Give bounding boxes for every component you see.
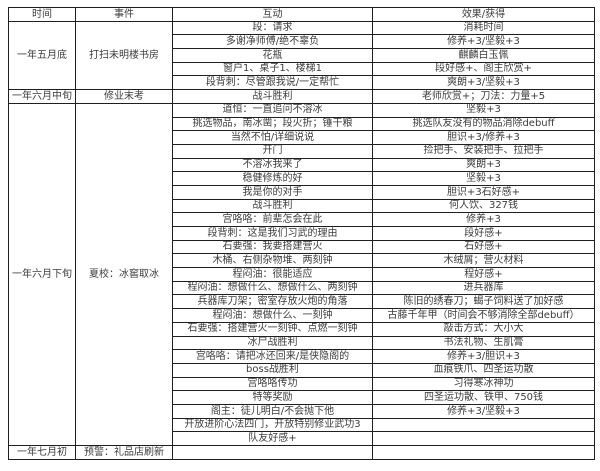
interaction-cell: 石要强：我要搭建营火	[172, 239, 373, 255]
table-row: 兵器库刀架；密室存放火炮的角落 陈旧的绣春刀；蝎子饲料送了加好感	[9, 294, 595, 310]
col-header-time: 时间	[8, 7, 76, 22]
interaction-cell: 挑选物品，南冰凿；段火折；锤干粮	[172, 116, 373, 132]
time-cell: 一年六月中旬	[8, 89, 76, 104]
effect-cell: 麒麟白玉佩	[372, 48, 595, 63]
interaction-cell: 宫咯咯传功	[172, 376, 373, 392]
effect-cell: 木绒屑；营火材料	[372, 253, 595, 269]
interaction-cell: 程闷油：想做什么、想做什么、两刻钟	[172, 280, 373, 296]
effect-cell: 石好感+	[372, 239, 595, 255]
table-body: 一年五月底 打扫未明楼书房 段：请求 消耗时间 多谢净师傅/绝不辜负 修养+3/坚毅+3 花…	[8, 20, 595, 460]
table-row: 稳健修炼的好 坚毅+3	[9, 171, 595, 186]
table-row: 宫咯咯：前辈怎会在此 修养+3	[9, 212, 595, 227]
col-header-interaction: 互动	[172, 7, 373, 22]
effect-cell: 进兵器库	[372, 280, 595, 296]
effect-cell: 修养+3/坚毅+3	[372, 403, 595, 419]
table-row: 多谢净师傅/绝不辜负 修养+3/坚毅+3	[9, 34, 595, 50]
interaction-cell: 段背刺：尽管跟我说/一定帮忙	[172, 75, 373, 91]
interaction-cell: 战斗胜利	[172, 89, 373, 104]
table-row: 石要强：搭建营火一刻钟、点燃一刻钟 敲击方式：大小大	[9, 321, 595, 337]
effect-cell: 书法礼物、生肌膏	[372, 335, 595, 351]
interaction-cell: 花瓶	[172, 48, 373, 63]
interaction-cell: 特等奖励	[172, 390, 373, 405]
effect-cell: 胆识+3/修养+3	[372, 130, 595, 145]
effect-cell: 程好感+	[372, 267, 595, 282]
effect-cell: 段好感+、阁主欣赏+	[372, 61, 595, 77]
effect-cell	[372, 417, 595, 433]
interaction-cell: 开门	[172, 143, 373, 159]
time-cell: 一年七月初	[8, 445, 76, 460]
effect-cell: 陈旧的绣春刀；蝎子饲料送了加好感	[372, 294, 595, 310]
interaction-cell: 冰尸战胜利	[172, 335, 373, 351]
interaction-cell: 木桶、右侧杂物堆、两刻钟	[172, 253, 373, 269]
effect-cell: 坚毅+3	[372, 171, 595, 186]
table-row: 战斗胜利 何人饮、327钱	[9, 198, 595, 214]
time-cell: 一年五月底	[8, 20, 76, 91]
table-row: 花瓶 麒麟白玉佩	[9, 48, 595, 63]
interaction-cell: 稳健修炼的好	[172, 171, 373, 186]
interaction-cell: 宫咯咯：前辈怎会在此	[172, 212, 373, 227]
interaction-cell: 我是你的对手	[172, 184, 373, 200]
header-row: 时间 事件 互动 效果/获得	[8, 7, 595, 22]
effect-cell: 段好感+	[372, 226, 595, 241]
interaction-cell: 当然不怕/详细说说	[172, 130, 373, 145]
effect-cell	[372, 445, 595, 460]
event-cell: 夏校：冰窖取冰	[75, 102, 173, 447]
table-row: 程闷油：想做什么、想做什么、两刻钟 进兵器库	[9, 280, 595, 296]
effect-cell: 挑选队友没有的物品消除debuff	[372, 116, 595, 132]
event-cell: 修业末考	[75, 89, 173, 104]
effect-cell: 老师欣赏+；刀法：力量+5	[372, 89, 595, 104]
table-row: 当然不怕/详细说说 胆识+3/修养+3	[9, 130, 595, 145]
event-cell: 预警：礼品店刷新	[75, 445, 173, 460]
col-header-event: 事件	[75, 7, 173, 22]
table-row: 一年六月下旬 夏校：冰窖取冰 道恒：一直追问不溶冰 坚毅+3	[8, 102, 595, 447]
effect-cell: 胆识+3石好感+	[372, 184, 595, 200]
table-row: 程闷油：想做什么、一刻钟 古藤千年甲（时间会不够消除全部debuff）	[9, 308, 595, 323]
effect-cell: 习得寒冰神功	[372, 376, 595, 392]
interaction-cell: boss战胜利	[172, 362, 373, 378]
interaction-cell: 兵器库刀架；密室存放火炮的角落	[172, 294, 373, 310]
table-row: 段背刺：尽管跟我说/一定帮忙 爽朗+3/坚毅+3	[9, 75, 595, 91]
effect-cell: 修养+3/胆识+3	[372, 349, 595, 364]
interaction-cell: 段背刺：这是我们习武的理由	[172, 226, 373, 241]
interaction-cell: 窗户1、桌子1、楼梯1	[172, 61, 373, 77]
table-row: 一年五月底 打扫未明楼书房 段：请求 消耗时间	[8, 20, 595, 91]
event-cell: 打扫未明楼书房	[75, 20, 173, 91]
interaction-cell: 石要强：搭建营火一刻钟、点燃一刻钟	[172, 321, 373, 337]
col-header-effect: 效果/获得	[372, 7, 595, 22]
effect-cell: 修养+3	[372, 212, 595, 227]
effect-cell: 消耗时间	[372, 20, 595, 36]
interaction-cell: 不溶冰我来了	[172, 157, 373, 173]
table-row: 一年六月中旬 修业末考 战斗胜利 老师欣赏+；刀法：力量+5	[8, 89, 595, 104]
interaction-cell: 开放进阶心法四门，开放特别修业武功3	[172, 417, 373, 433]
interaction-cell: 队友好感+	[172, 431, 373, 446]
effect-cell	[372, 431, 595, 446]
effect-cell: 爽朗+3/坚毅+3	[372, 75, 595, 91]
effect-cell: 古藤千年甲（时间会不够消除全部debuff）	[372, 308, 595, 323]
interaction-cell: 段：请求	[172, 20, 373, 36]
table-row: boss战胜利 血痕铁爪、四圣运功散	[9, 362, 595, 378]
table-row: 挑选物品，南冰凿；段火折；锤干粮 挑选队友没有的物品消除debuff	[9, 116, 595, 132]
interaction-cell: 阁主：徒儿明白/不会抛下他	[172, 403, 373, 419]
effect-cell: 捡把手、安装把手、拉把手	[372, 143, 595, 159]
effect-cell: 爽朗+3	[372, 157, 595, 173]
event-schedule-table: 时间 事件 互动 效果/获得 一年五月底 打扫未明楼书房 段：请求 消耗时间 多谢净师傅…	[8, 7, 595, 460]
interaction-cell: 战斗胜利	[172, 198, 373, 214]
effect-cell: 血痕铁爪、四圣运功散	[372, 362, 595, 378]
interaction-cell: 多谢净师傅/绝不辜负	[172, 34, 373, 50]
table-row: 木桶、右侧杂物堆、两刻钟 木绒屑；营火材料	[9, 253, 595, 269]
interaction-cell: 程闷油：想做什么、一刻钟	[172, 308, 373, 323]
interaction-cell: 程闷油：很能适应	[172, 267, 373, 282]
interaction-cell: 道恒：一直追问不溶冰	[172, 102, 373, 118]
effect-cell: 敲击方式：大小大	[372, 321, 595, 337]
effect-cell: 四圣运功散、铁甲、750钱	[372, 390, 595, 405]
table-row: 一年七月初 预警：礼品店刷新	[8, 445, 595, 460]
time-cell: 一年六月下旬	[8, 102, 76, 447]
interaction-cell	[172, 445, 373, 460]
effect-cell: 坚毅+3	[372, 102, 595, 118]
effect-cell: 何人饮、327钱	[372, 198, 595, 214]
effect-cell: 修养+3/坚毅+3	[372, 34, 595, 50]
interaction-cell: 宫咯咯：请把冰还回来/是侠隐阁的	[172, 349, 373, 364]
